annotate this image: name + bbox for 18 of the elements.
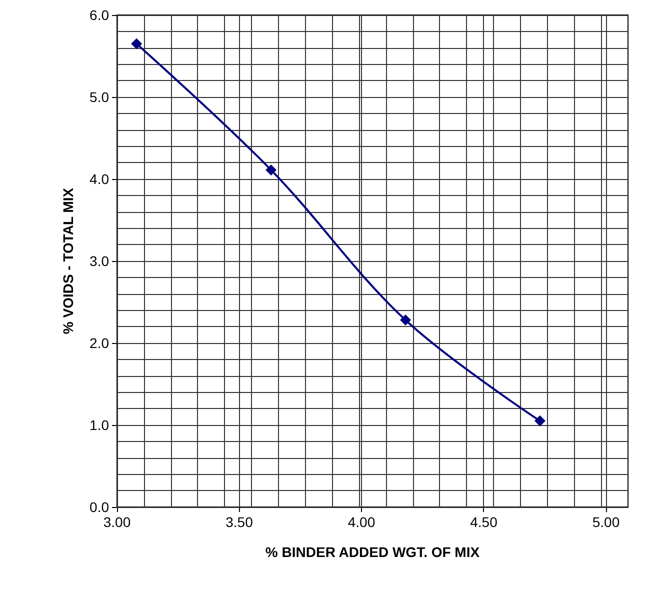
- x-tick-label: 3.50: [226, 514, 254, 530]
- y-tick-label: 5.0: [90, 89, 110, 105]
- x-tick-label: 5.00: [592, 514, 620, 530]
- y-axis-title: % VOIDS - TOTAL MIX: [60, 187, 76, 334]
- x-axis-title: % BINDER ADDED WGT. OF MIX: [265, 544, 480, 560]
- y-tick-label: 3.0: [90, 253, 110, 269]
- y-tick-label: 2.0: [90, 335, 110, 351]
- point: [400, 314, 412, 326]
- y-tick-label: 1.0: [90, 417, 110, 433]
- y-tick-label: 6.0: [90, 7, 110, 23]
- point: [131, 38, 142, 50]
- y-tick-label: 4.0: [90, 171, 110, 187]
- y-tick-label: 0.0: [90, 499, 110, 515]
- x-tick-label: 3.00: [103, 514, 131, 530]
- point: [534, 415, 546, 426]
- point: [266, 164, 277, 176]
- x-tick-label: 4.00: [348, 514, 376, 530]
- x-tick-label: 4.50: [470, 514, 498, 530]
